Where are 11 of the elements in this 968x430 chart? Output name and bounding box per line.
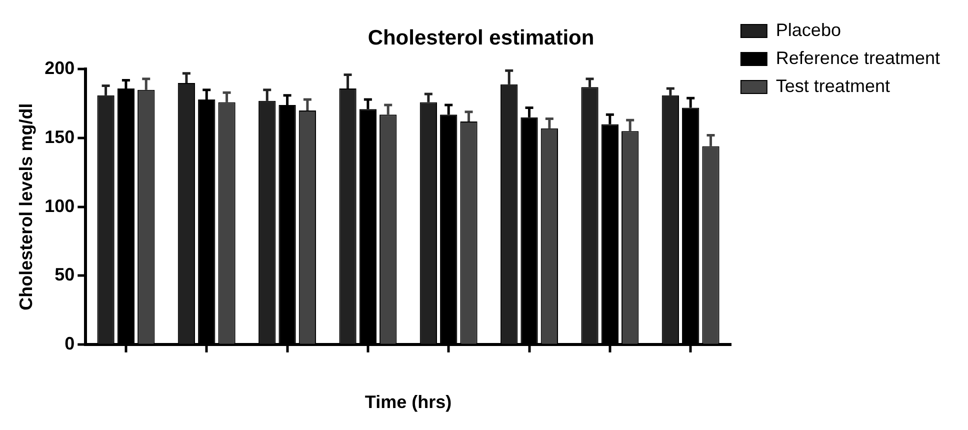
- y-tick-label: 150: [44, 126, 75, 147]
- y-tick-label: 50: [54, 264, 75, 285]
- y-tick-label: 100: [44, 196, 75, 216]
- x-axis-title: Time (hrs): [364, 392, 452, 412]
- legend-label: Test treatment: [776, 76, 890, 96]
- y-tick-label: 0: [64, 333, 75, 354]
- chart-title: Cholesterol estimation: [368, 26, 594, 50]
- legend-label: Reference treatment: [776, 48, 940, 68]
- y-tick-label: 200: [44, 58, 75, 78]
- y-axis-title: Cholesterol levels mg/dl: [16, 103, 36, 310]
- legend-label: Placebo: [776, 20, 841, 40]
